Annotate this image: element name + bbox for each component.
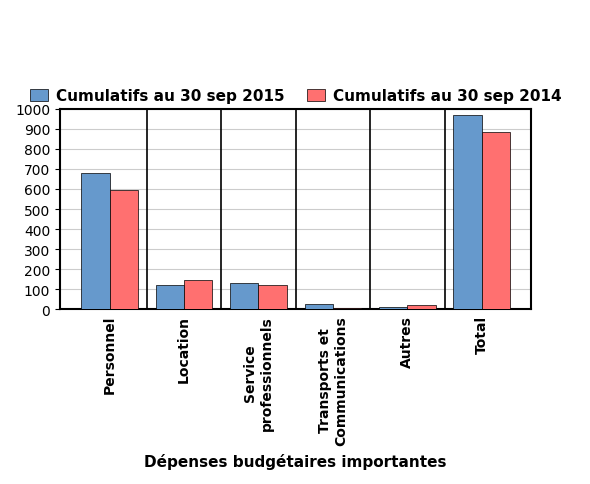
Bar — [379, 307, 407, 310]
Bar — [304, 305, 333, 310]
Bar — [81, 174, 110, 310]
Bar — [454, 116, 482, 310]
Bar — [110, 191, 138, 310]
Bar — [156, 286, 184, 310]
Bar — [407, 306, 435, 310]
Bar — [230, 284, 258, 310]
Legend: Cumulatifs au 30 sep 2015, Cumulatifs au 30 sep 2014: Cumulatifs au 30 sep 2015, Cumulatifs au… — [24, 83, 568, 110]
Bar — [333, 309, 361, 310]
Bar — [184, 281, 212, 310]
X-axis label: Dépenses budgétaires importantes: Dépenses budgétaires importantes — [145, 453, 447, 469]
Bar — [482, 133, 510, 310]
Bar — [258, 286, 287, 310]
